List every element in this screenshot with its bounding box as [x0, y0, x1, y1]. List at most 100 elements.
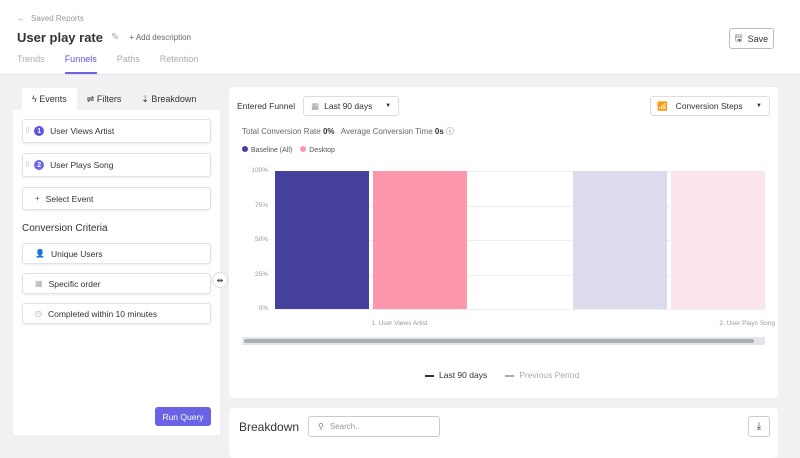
- criteria-label: Completed within 10 minutes: [47, 308, 158, 319]
- legend-previous-period[interactable]: Previous Period: [505, 370, 579, 380]
- criteria-completed-within[interactable]: ◷ Completed within 10 minutes: [22, 303, 211, 324]
- rate-value: 0%: [322, 127, 335, 136]
- search-icon: ⚲: [318, 422, 324, 431]
- tab-label: Breakdown: [151, 94, 197, 104]
- criteria-label: Unique Users: [50, 248, 103, 259]
- dropoff-bar[interactable]: [573, 171, 667, 309]
- bolt-icon: ϟ: [32, 94, 40, 104]
- back-link[interactable]: ← Saved Reports: [17, 14, 84, 23]
- gridline: [275, 274, 765, 276]
- legend-item[interactable]: Desktop: [300, 146, 335, 154]
- tab-trends[interactable]: Trends: [17, 54, 45, 64]
- event-label: User Plays Song: [50, 160, 114, 170]
- dashed-line-icon: [505, 374, 515, 377]
- event-step[interactable]: ⠿ 2 User Plays Song: [22, 153, 211, 177]
- gridline: [275, 171, 765, 172]
- search-placeholder: Search..: [329, 422, 360, 431]
- date-range-value: Last 90 days: [324, 101, 373, 111]
- time-label: Average Conversion Time: [340, 127, 433, 136]
- y-tick-label: 0%: [258, 305, 268, 312]
- conversion-stats: Total Conversion Rate 0% Average Convers…: [242, 126, 454, 137]
- event-step[interactable]: ⠿ 1 User Views Artist: [22, 119, 211, 143]
- legend-label: Baseline (All): [251, 147, 293, 154]
- back-label: Saved Reports: [31, 14, 84, 23]
- period-legend: Last 90 days Previous Period: [425, 370, 579, 380]
- run-query-button[interactable]: Run Query: [155, 407, 211, 426]
- calendar-icon: ▦: [311, 100, 320, 111]
- breakdown-search-input[interactable]: ⚲ Search..: [308, 416, 440, 437]
- y-tick-label: 50%: [254, 236, 268, 243]
- view-dropdown[interactable]: 📶 Conversion Steps ▼: [650, 96, 770, 116]
- save-button[interactable]: 🖫 Save: [729, 28, 774, 49]
- entered-funnel-row: Entered Funnel ▦ Last 90 days ▼: [237, 96, 400, 116]
- gridline: [275, 240, 765, 241]
- tab-breakdown[interactable]: ⇣ Breakdown: [131, 88, 206, 110]
- drag-handle-icon[interactable]: ⠿: [25, 128, 31, 135]
- plus-icon: +: [35, 194, 40, 203]
- sliders-icon: ⇌: [86, 94, 97, 104]
- select-event-button[interactable]: + Select Event: [22, 187, 211, 210]
- header: [0, 0, 800, 75]
- tab-paths[interactable]: Paths: [116, 54, 140, 64]
- breakdown-icon: ⇣: [141, 94, 152, 104]
- report-tabs: Trends Funnels Paths Retention: [17, 54, 218, 74]
- resize-handle-icon[interactable]: ⇹: [212, 272, 228, 288]
- event-label: User Views Artist: [50, 126, 115, 136]
- x-tick-label: 1. User Views Artist: [371, 320, 428, 327]
- x-tick-label: 2. User Plays Song: [719, 320, 775, 327]
- solid-line-icon: [425, 374, 434, 377]
- select-event-label: Select Event: [45, 193, 94, 204]
- chart-scrollbar-thumb[interactable]: [244, 339, 754, 343]
- step-number: 1: [34, 126, 45, 136]
- arrow-left-icon: ←: [17, 14, 25, 23]
- legend-label: Previous Period: [519, 370, 580, 380]
- y-tick-label: 75%: [254, 201, 268, 209]
- tab-label: Filters: [96, 94, 122, 104]
- bar-chart-icon: 📶: [657, 100, 668, 111]
- tab-funnels[interactable]: Funnels: [64, 54, 97, 74]
- y-tick-label: 100%: [251, 167, 268, 174]
- bar-baseline-all-[interactable]: [275, 171, 369, 309]
- criteria-label: Specific order: [48, 278, 101, 289]
- download-button[interactable]: ⤓: [748, 416, 770, 437]
- tab-filters[interactable]: ⇌ Filters: [77, 88, 132, 110]
- date-range-dropdown[interactable]: ▦ Last 90 days ▼: [303, 96, 400, 116]
- add-description-button[interactable]: + Add description: [129, 33, 191, 42]
- legend-dot: [242, 146, 248, 152]
- time-value: 0s: [434, 127, 444, 136]
- tab-events[interactable]: ϟ Events: [22, 88, 77, 110]
- query-tabs: ϟ Events ⇌ Filters ⇣ Breakdown: [22, 88, 206, 110]
- bar-desktop[interactable]: [373, 171, 467, 309]
- grid-icon: ▦: [35, 279, 43, 288]
- drag-handle-icon[interactable]: ⠿: [25, 162, 31, 169]
- caret-down-icon: ▼: [385, 103, 392, 109]
- rate-label: Total Conversion Rate: [242, 127, 321, 136]
- title-row: User play rate ✎ + Add description: [17, 30, 191, 45]
- floppy-icon: 🖫: [734, 32, 743, 43]
- chart-legend: Baseline (All) Desktop: [242, 146, 335, 154]
- pencil-icon[interactable]: ✎: [111, 32, 120, 43]
- view-value: Conversion Steps: [675, 101, 743, 111]
- breakdown-title: Breakdown: [239, 420, 300, 434]
- legend-label: Last 90 days: [439, 370, 488, 380]
- info-icon[interactable]: ⓘ: [446, 127, 455, 136]
- tab-retention[interactable]: Retention: [159, 54, 199, 64]
- caret-down-icon: ▼: [756, 103, 762, 109]
- dropoff-bar[interactable]: [671, 171, 765, 309]
- y-tick-label: 25%: [254, 270, 268, 278]
- legend-current-period[interactable]: Last 90 days: [425, 370, 487, 380]
- clock-icon: ◷: [35, 309, 42, 318]
- legend-item[interactable]: Baseline (All): [242, 146, 292, 154]
- page-title: User play rate: [17, 30, 103, 45]
- tab-label: Events: [39, 94, 67, 104]
- conversion-criteria-title: Conversion Criteria: [22, 223, 108, 234]
- legend-dot: [300, 146, 307, 152]
- gridline: [275, 205, 765, 207]
- download-icon: ⤓: [756, 421, 762, 432]
- legend-label: Desktop: [309, 147, 335, 154]
- criteria-unique-users[interactable]: 👤 Unique Users: [22, 243, 211, 264]
- gridline: [275, 309, 765, 310]
- step-number: 2: [34, 160, 45, 170]
- criteria-specific-order[interactable]: ▦ Specific order: [22, 273, 211, 294]
- save-label: Save: [747, 33, 769, 44]
